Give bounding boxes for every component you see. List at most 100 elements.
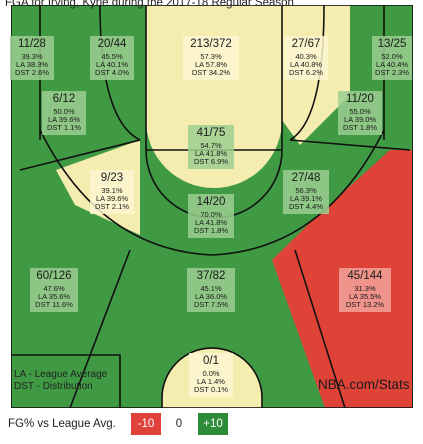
- zone-ratio: 37/82: [197, 270, 226, 282]
- zone-league-avg: LA 41.8%: [195, 218, 227, 227]
- zone-fg-pct: 45.5%: [101, 52, 123, 61]
- zone-card-right-upper-wing: 11/20 55.0%LA 39.0%DST 1.8%: [338, 91, 382, 135]
- zone-distribution: DST 1.8%: [343, 123, 377, 132]
- zone-fg-pct: 0.0%: [202, 369, 219, 378]
- zone-fg-pct: 47.6%: [43, 284, 65, 293]
- zone-card-corner-left: 11/28 39.3%LA 38.3%DST 2.6%: [10, 36, 54, 80]
- zone-ratio: 9/23: [101, 172, 123, 184]
- zone-card-bg: [10, 36, 54, 80]
- zone-card-bg: [90, 36, 134, 80]
- zone-card-bg: [284, 36, 328, 80]
- zone-card-paint-elbow: 14/20 70.0%LA 41.8%DST 1.8%: [188, 194, 234, 238]
- zone-card-lane-upper: 41/75 54.7%LA 41.8%DST 6.9%: [188, 125, 234, 169]
- zone-ratio: 45/144: [347, 270, 383, 282]
- zone-distribution: DST 0.1%: [194, 385, 228, 394]
- zone-fg-pct: 52.0%: [381, 52, 403, 61]
- zone-ratio: 0/1: [203, 355, 219, 367]
- zone-ratio: 14/20: [197, 196, 226, 208]
- zone-card-corner-right: 13/25 52.0%LA 40.4%DST 2.3%: [372, 36, 412, 80]
- zone-distribution: DST 4.0%: [95, 68, 129, 77]
- zone-distribution: DST 1.8%: [194, 226, 228, 235]
- zone-card-bg: [187, 268, 235, 312]
- zone-fg-pct: 40.3%: [295, 52, 317, 61]
- zone-card-left-lower: 60/126 47.6%LA 35.6%DST 11.6%: [30, 268, 78, 312]
- zone-card-left-midrange: 9/23 39.1%LA 39.6%DST 2.1%: [90, 170, 134, 214]
- zone-league-avg: LA 40.1%: [96, 60, 128, 69]
- zone-league-avg: LA 1.4%: [197, 377, 225, 386]
- zone-fg-pct: 45.1%: [200, 284, 222, 293]
- zone-fg-pct: 70.0%: [200, 210, 222, 219]
- zone-distribution: DST 2.1%: [95, 202, 129, 211]
- zone-distribution: DST 6.2%: [289, 68, 323, 77]
- zone-card-bg: [42, 91, 86, 135]
- zone-card-bg: [338, 91, 382, 135]
- legend: FG% vs League Avg. -10 0 +10: [0, 408, 423, 442]
- zone-ratio: 20/44: [98, 38, 127, 50]
- zone-fg-pct: 50.0%: [53, 107, 75, 116]
- zone-league-avg: LA 40.8%: [290, 60, 322, 69]
- zone-distribution: DST 11.6%: [35, 300, 73, 309]
- zone-card-deep-center: 213/372 57.3%LA 57.8%DST 34.2%: [183, 36, 239, 80]
- zone-fill-deep-center: [146, 5, 282, 188]
- zone-league-avg: LA 36.0%: [195, 292, 227, 301]
- zone-ratio: 41/75: [197, 127, 226, 139]
- zone-card-right-lower: 45/144 31.3%LA 35.5%DST 13.2%: [339, 268, 391, 312]
- zone-ratio: 6/12: [53, 93, 75, 105]
- zone-card-bg: [90, 170, 134, 214]
- zone-league-avg: LA 39.6%: [96, 194, 128, 203]
- zone-ratio: 27/67: [292, 38, 321, 50]
- zone-league-avg: LA 41.8%: [195, 149, 227, 158]
- zone-distribution: DST 4.4%: [289, 202, 323, 211]
- zone-ratio: 11/20: [346, 93, 374, 105]
- zone-distribution: DST 1.1%: [47, 123, 81, 132]
- zone-distribution: DST 13.2%: [346, 300, 385, 309]
- zone-card-bg: [30, 268, 78, 312]
- zone-card-right-midrange: 27/48 56.3%LA 39.1%DST 4.4%: [283, 170, 329, 214]
- zone-distribution: DST 2.6%: [15, 68, 49, 77]
- zone-fg-pct: 55.0%: [349, 107, 371, 116]
- zone-ratio: 213/372: [190, 38, 232, 50]
- legend-swatch-high: +10: [198, 413, 228, 435]
- zone-ratio: 13/25: [378, 38, 407, 50]
- zone-card-backcourt: 0/1 0.0%LA 1.4%DST 0.1%: [189, 353, 233, 397]
- note-league-average: LA - League Average: [14, 369, 108, 380]
- zone-distribution: DST 6.9%: [194, 157, 228, 166]
- note-distribution: DST - Distribution: [14, 381, 93, 392]
- chart-title: FGA for Irving, Kyrie during the 2017-18…: [5, 0, 294, 9]
- zone-fg-pct: 54.7%: [200, 141, 222, 150]
- zone-distribution: DST 7.5%: [194, 300, 228, 309]
- zone-fg-pct: 39.3%: [21, 52, 43, 61]
- zone-fg-pct: 39.1%: [101, 186, 123, 195]
- legend-label: FG% vs League Avg.: [8, 418, 116, 430]
- zone-fg-pct: 56.3%: [295, 186, 317, 195]
- zone-fg-pct: 31.3%: [354, 284, 376, 293]
- zone-card-bg: [188, 194, 234, 238]
- zone-card-left-upper-wing: 6/12 50.0%LA 39.6%DST 1.1%: [42, 91, 86, 135]
- zone-card-bg: [188, 125, 234, 169]
- zone-card-bg: [183, 36, 239, 80]
- zone-league-avg: LA 39.0%: [344, 115, 376, 124]
- brand-watermark: NBA.com/Stats: [318, 377, 410, 392]
- zone-card-top-right-3: 27/67 40.3%LA 40.8%DST 6.2%: [284, 36, 328, 80]
- zone-league-avg: LA 39.6%: [48, 115, 80, 124]
- zone-card-bg: [283, 170, 329, 214]
- zone-league-avg: LA 38.3%: [16, 60, 48, 69]
- zone-distribution: DST 34.2%: [192, 68, 231, 77]
- zone-card-bg: [339, 268, 391, 312]
- zone-card-top-left-3: 20/44 45.5%LA 40.1%DST 4.0%: [90, 36, 134, 80]
- zone-league-avg: LA 39.1%: [290, 194, 322, 203]
- zone-league-avg: LA 35.5%: [349, 292, 381, 301]
- zone-league-avg: LA 57.8%: [195, 60, 227, 69]
- zone-card-bg: [372, 36, 412, 80]
- zone-league-avg: LA 35.6%: [38, 292, 70, 301]
- zone-distribution: DST 2.3%: [375, 68, 409, 77]
- zone-ratio: 11/28: [18, 38, 46, 50]
- zone-card-center-lower: 37/82 45.1%LA 36.0%DST 7.5%: [187, 268, 235, 312]
- zone-ratio: 60/126: [36, 270, 71, 282]
- legend-swatch-low: -10: [131, 413, 161, 435]
- zone-card-bg: [189, 353, 233, 397]
- legend-swatch-mid: 0: [165, 413, 193, 435]
- zone-fg-pct: 57.3%: [200, 52, 222, 61]
